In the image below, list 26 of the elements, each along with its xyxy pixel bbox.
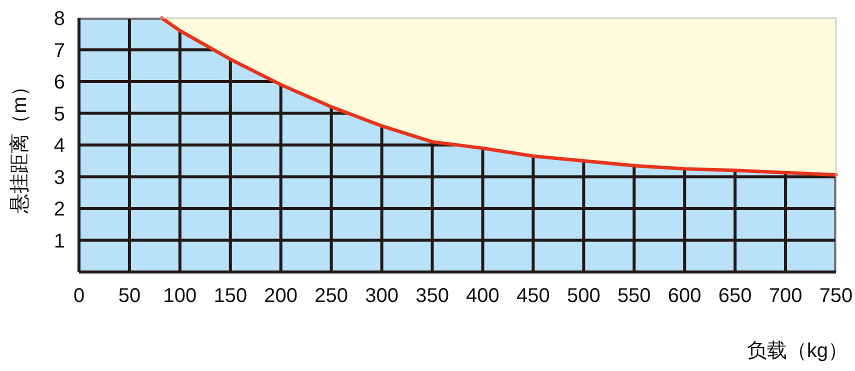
y-tick-label: 5 xyxy=(54,103,65,126)
x-tick-label: 350 xyxy=(416,285,449,307)
x-tick-label: 250 xyxy=(314,285,348,307)
y-tick-label: 7 xyxy=(54,40,65,62)
x-tick-label: 300 xyxy=(365,285,398,307)
x-tick-label: 600 xyxy=(668,285,702,307)
y-tick-label: 8 xyxy=(54,8,65,30)
x-tick-label: 400 xyxy=(466,285,500,307)
y-axis-title: 悬挂距离（m） xyxy=(9,76,31,214)
y-tick-label: 1 xyxy=(54,230,65,252)
x-tick-label: 750 xyxy=(819,285,853,307)
y-tick-label: 6 xyxy=(54,72,65,94)
x-tick-label: 450 xyxy=(516,285,550,307)
x-tick-label: 50 xyxy=(118,285,141,307)
x-axis-title: 负载（kg） xyxy=(746,340,848,362)
y-tick-label: 4 xyxy=(54,135,65,157)
x-tick-label: 550 xyxy=(617,285,651,307)
x-tick-label: 700 xyxy=(768,285,802,307)
x-tick-label: 200 xyxy=(264,285,298,307)
x-tick-label: 0 xyxy=(73,285,85,307)
x-tick-label: 500 xyxy=(566,285,600,307)
x-tick-label: 100 xyxy=(163,285,197,307)
x-tick-label: 650 xyxy=(718,285,752,307)
y-tick-label: 2 xyxy=(54,198,65,220)
x-tick-label: 150 xyxy=(214,285,248,307)
y-tick-label: 3 xyxy=(54,166,65,189)
